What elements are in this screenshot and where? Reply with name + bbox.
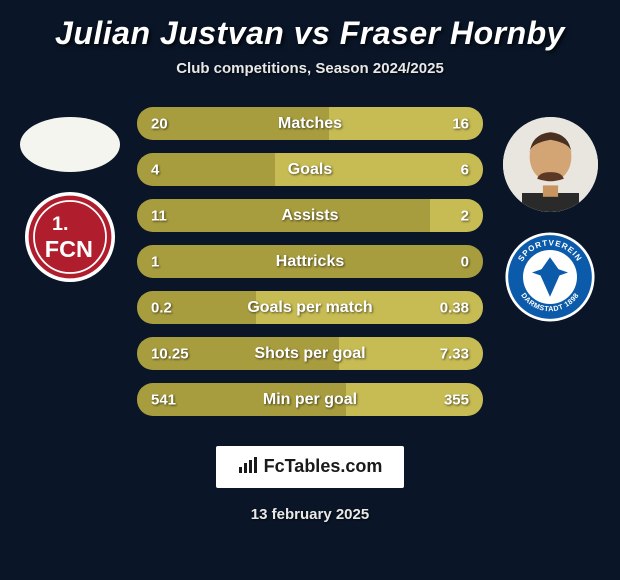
right-side: SPORTVEREIN DARMSTADT 1898: [485, 97, 615, 426]
comparison-content: 1. FCN Matches 20 16 Goals 4 6 Assists 11 2 Hattr…: [0, 97, 620, 426]
svg-text:1.: 1.: [52, 213, 69, 235]
club-left-logo: 1. FCN: [25, 192, 115, 282]
stat-value-right: 6: [461, 161, 469, 178]
bar-fill-right: [430, 199, 483, 232]
stat-label: Hattricks: [276, 253, 344, 271]
stat-value-left: 10.25: [151, 345, 189, 362]
stat-label: Min per goal: [263, 391, 357, 409]
left-side: 1. FCN: [5, 97, 135, 426]
stat-value-left: 1: [151, 253, 159, 270]
stat-row: Assists 11 2: [137, 199, 483, 232]
stat-value-right: 0: [461, 253, 469, 270]
stat-row: Goals 4 6: [137, 153, 483, 186]
stat-row: Shots per goal 10.25 7.33: [137, 337, 483, 370]
stat-value-right: 7.33: [440, 345, 469, 362]
club-right-logo: SPORTVEREIN DARMSTADT 1898: [505, 232, 595, 322]
stat-value-left: 541: [151, 391, 176, 408]
svg-text:FCN: FCN: [45, 236, 93, 262]
stat-label: Goals: [288, 161, 332, 179]
chart-icon: [238, 457, 258, 478]
comparison-bars: Matches 20 16 Goals 4 6 Assists 11 2 Hattricks 1 0 G…: [135, 97, 485, 426]
date-text: 13 february 2025: [0, 488, 620, 523]
stat-label: Shots per goal: [254, 345, 365, 363]
stat-value-right: 2: [461, 207, 469, 224]
stat-value-left: 0.2: [151, 299, 172, 316]
stat-value-left: 20: [151, 115, 168, 132]
player-right-avatar: [503, 117, 598, 212]
stat-label: Goals per match: [247, 299, 372, 317]
player-left-avatar: [20, 117, 120, 172]
stat-label: Assists: [282, 207, 339, 225]
brand-text: FcTables.com: [264, 456, 383, 476]
footer: FcTables.com: [0, 426, 620, 488]
stat-row: Goals per match 0.2 0.38: [137, 291, 483, 324]
stat-row: Hattricks 1 0: [137, 245, 483, 278]
subtitle: Club competitions, Season 2024/2025: [0, 60, 620, 97]
stat-label: Matches: [278, 115, 342, 133]
stat-value-left: 11: [151, 207, 167, 224]
stat-value-right: 355: [444, 391, 469, 408]
stat-value-right: 0.38: [440, 299, 469, 316]
stat-value-left: 4: [151, 161, 159, 178]
stat-row: Min per goal 541 355: [137, 383, 483, 416]
fctables-badge[interactable]: FcTables.com: [216, 446, 405, 488]
stat-row: Matches 20 16: [137, 107, 483, 140]
stat-value-right: 16: [452, 115, 469, 132]
page-title: Julian Justvan vs Fraser Hornby: [0, 0, 620, 60]
